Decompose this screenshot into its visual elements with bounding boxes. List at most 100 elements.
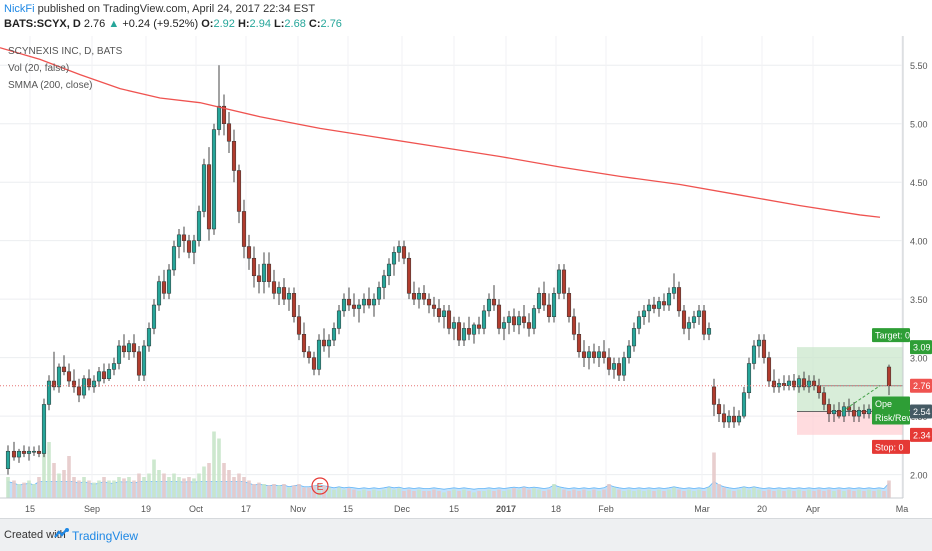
volume-bar xyxy=(647,489,651,498)
volume-bar xyxy=(317,484,321,498)
time-tick-label: Feb xyxy=(598,504,614,514)
volume-bar xyxy=(787,489,791,498)
candle xyxy=(626,340,632,364)
volume-bar xyxy=(422,491,426,498)
legend-title: SCYNEXIS INC, D, BATS xyxy=(8,46,123,57)
candle xyxy=(651,296,657,314)
candlestick-series xyxy=(5,65,892,475)
target-price-badge: 3.09 xyxy=(910,340,932,355)
candle xyxy=(346,287,352,311)
volume-bar xyxy=(382,489,386,498)
candle xyxy=(241,199,247,259)
volume-bar xyxy=(492,491,496,498)
volume-bar xyxy=(472,492,476,498)
volume-bar xyxy=(132,480,136,498)
time-tick-label: Sep xyxy=(84,504,100,514)
published-text: published on TradingView.com, April 24, … xyxy=(37,3,316,15)
candle xyxy=(831,404,837,422)
candle xyxy=(126,340,132,360)
candle xyxy=(176,228,182,259)
time-axis[interactable]: 15 Sep 19 Oct 17 Nov 15 Dec 15 2017 18 Feb Mar 20 Apr M… xyxy=(0,497,908,514)
volume-bar xyxy=(737,489,741,498)
time-tick-label: 17 xyxy=(241,504,251,514)
svg-text:2.54: 2.54 xyxy=(913,407,931,417)
legend-smma: SMMA (200, close) xyxy=(8,80,92,91)
candle xyxy=(491,285,497,311)
time-tick-label: Oct xyxy=(189,504,204,514)
candle xyxy=(281,278,287,306)
candle xyxy=(481,305,487,335)
volume-bar xyxy=(777,489,781,498)
candle xyxy=(476,316,482,335)
candle xyxy=(71,369,77,393)
volume-bar xyxy=(847,489,851,498)
candle xyxy=(191,234,197,265)
candle xyxy=(66,363,72,387)
candle xyxy=(416,287,422,309)
candle xyxy=(11,441,17,461)
candle xyxy=(776,378,782,393)
volume-bar xyxy=(542,491,546,498)
volume-bar xyxy=(702,491,706,498)
volume-bar xyxy=(172,473,176,498)
candle xyxy=(301,322,307,358)
open-value: 2.92 xyxy=(213,18,235,30)
volume-bar xyxy=(192,478,196,498)
price-chart[interactable]: E 2.002.503.003.504.004.505.005.50 15Sep… xyxy=(0,0,932,518)
volume-bar xyxy=(52,463,56,498)
volume-bar xyxy=(212,431,216,498)
volume-bar xyxy=(202,466,206,498)
entry-badge: Ope xyxy=(872,396,910,411)
volume-bar xyxy=(602,489,606,498)
candle xyxy=(411,281,417,306)
stop-price-badge: 2.34 xyxy=(910,427,932,442)
volume-bar xyxy=(707,487,711,498)
legend-vol: Vol (20, false) xyxy=(8,63,69,74)
candle xyxy=(761,334,767,364)
volume-bar xyxy=(697,489,701,498)
candle xyxy=(436,299,442,323)
volume-bar xyxy=(527,489,531,498)
volume-bar xyxy=(57,473,61,498)
candle xyxy=(521,305,527,329)
time-tick-label: 15 xyxy=(343,504,353,514)
volume-bar xyxy=(637,489,641,498)
volume-bar xyxy=(582,489,586,498)
time-tick-label: Mar xyxy=(694,504,710,514)
candle xyxy=(856,406,862,422)
candle xyxy=(321,328,327,352)
risk-reward-badge: Risk/Rew xyxy=(872,410,914,425)
time-tick-label: 15 xyxy=(449,504,459,514)
symbol-label: BATS:SCYX, D xyxy=(4,18,81,30)
volume-bar xyxy=(77,480,81,498)
candle xyxy=(16,448,22,463)
tradingview-brand[interactable]: TradingView xyxy=(72,529,139,543)
svg-text:2.76: 2.76 xyxy=(913,381,931,391)
volume-bar xyxy=(257,482,261,498)
volume-bar xyxy=(747,489,751,498)
candle xyxy=(551,287,557,323)
author-link[interactable]: NickFi xyxy=(4,3,35,15)
high-value: 2.94 xyxy=(249,18,271,30)
volume-bar xyxy=(282,484,286,498)
chart-background xyxy=(0,36,932,518)
svg-text:Risk/Rew: Risk/Rew xyxy=(875,413,914,423)
candle xyxy=(666,287,672,311)
candle xyxy=(646,299,652,323)
candle xyxy=(221,94,227,136)
low-label: L: xyxy=(274,18,285,30)
volume-bar xyxy=(37,477,41,498)
svg-text:Stop: 0: Stop: 0 xyxy=(875,442,904,452)
candle xyxy=(601,340,607,364)
volume-bar xyxy=(512,488,516,498)
volume-bar xyxy=(167,477,171,498)
candle xyxy=(861,404,867,419)
close-label: C: xyxy=(308,18,321,30)
candle xyxy=(41,398,47,458)
candle xyxy=(61,355,67,376)
volume-bar xyxy=(72,477,76,498)
volume-bar xyxy=(307,487,311,498)
earnings-marker-icon[interactable] xyxy=(311,477,329,495)
volume-bar xyxy=(852,491,856,498)
candle xyxy=(31,446,37,456)
